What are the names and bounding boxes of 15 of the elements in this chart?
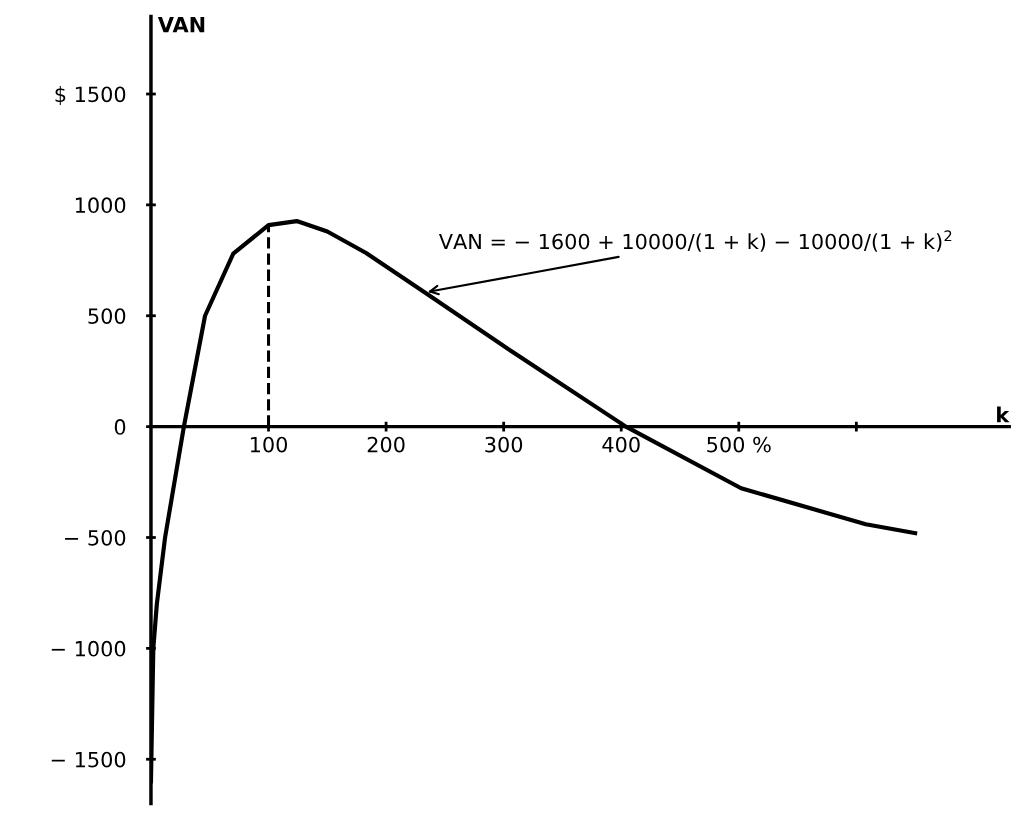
x-axis-title: k: [997, 406, 1010, 423]
x-tick-label: 500 %: [707, 436, 771, 453]
y-tick-label: 1000: [75, 197, 126, 214]
y-tick-label: 500: [88, 308, 126, 324]
x-tick-label: 300: [485, 436, 523, 453]
y-tick-label: − 1000: [51, 640, 126, 657]
annotation: VAN = − 1600 + 10000/(1 + k) − 10000/(1 + k)$^{2}$: [438, 230, 952, 252]
y-tick-label: $ 1500: [55, 86, 126, 105]
x-tick-label: 400: [602, 436, 640, 453]
y-axis-title: VAN: [157, 17, 205, 33]
x-tick-label: 100: [250, 436, 288, 453]
y-tick-label: 0: [114, 419, 126, 435]
y-tick-label: − 1500: [51, 751, 126, 768]
y-tick-label: − 500: [65, 529, 126, 546]
x-tick-label: 200: [367, 436, 405, 453]
